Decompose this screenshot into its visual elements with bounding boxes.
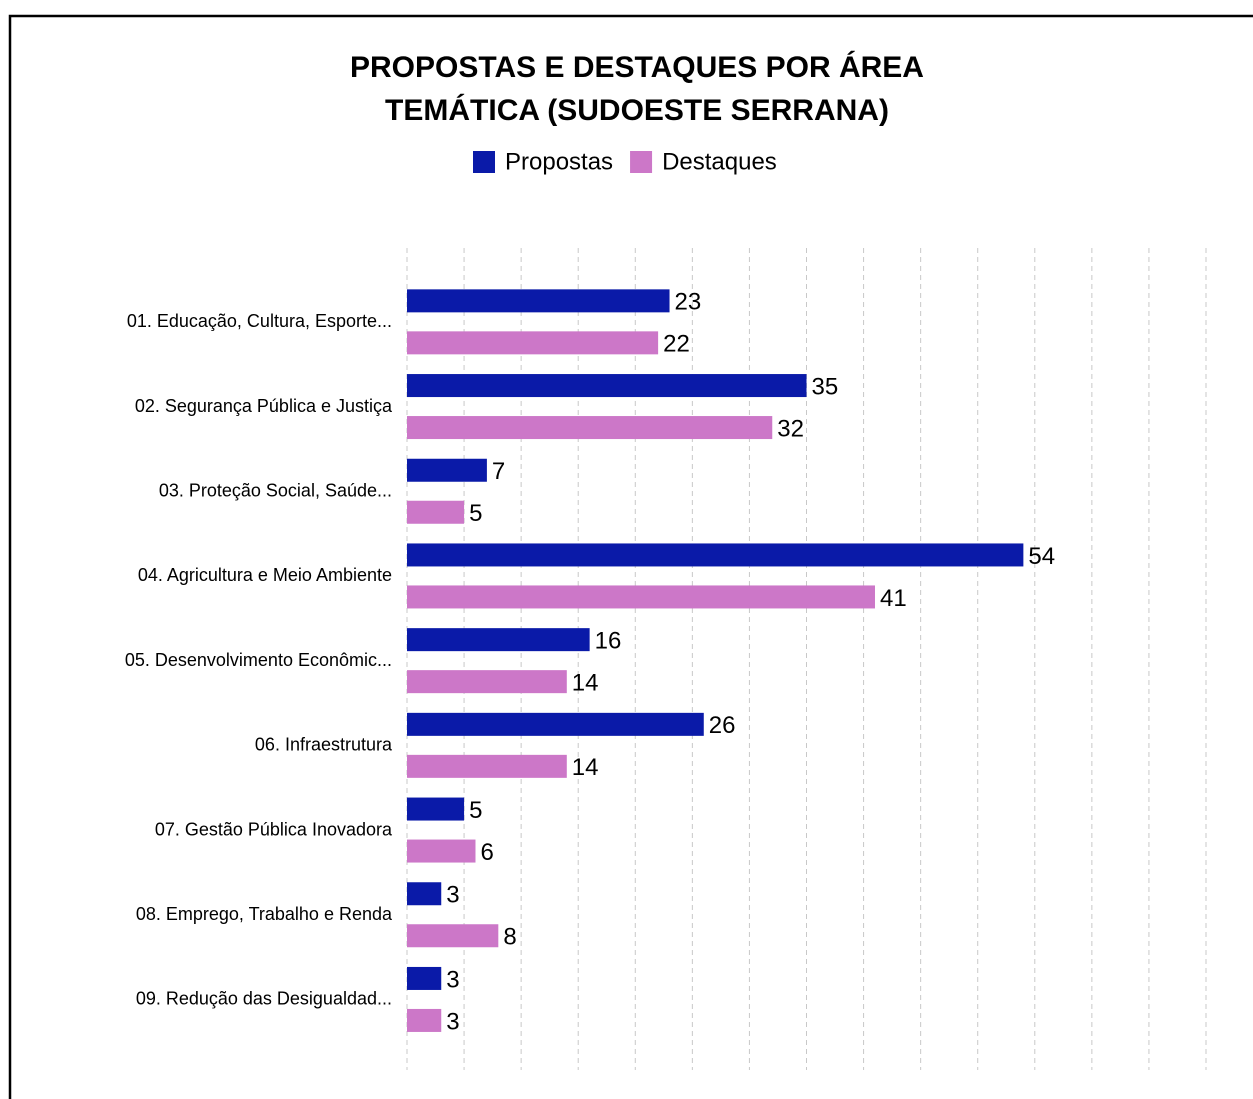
bar — [407, 839, 476, 863]
bar — [407, 754, 567, 778]
y-tick-label: 08. Emprego, Trabalho e Renda — [136, 904, 393, 924]
bar — [407, 416, 773, 440]
legend-label: Propostas — [505, 148, 613, 175]
data-label: 14 — [572, 669, 599, 696]
data-label: 6 — [480, 839, 493, 866]
y-tick-label: 05. Desenvolvimento Econômic... — [125, 650, 392, 670]
y-tick-label: 06. Infraestrutura — [255, 735, 393, 755]
bar — [407, 1008, 442, 1032]
bar — [407, 966, 442, 990]
data-label: 5 — [469, 797, 482, 824]
y-tick-label: 03. Proteção Social, Saúde... — [159, 481, 392, 501]
data-label: 54 — [1028, 543, 1055, 570]
data-label: 26 — [709, 712, 736, 739]
data-label: 35 — [812, 373, 839, 400]
data-label: 14 — [572, 754, 599, 781]
frame — [8, 14, 1253, 1099]
bar — [407, 797, 465, 821]
data-label: 3 — [446, 966, 459, 993]
data-label: 7 — [492, 458, 505, 485]
data-label: 5 — [469, 500, 482, 527]
chart-title: PROPOSTAS E DESTAQUES POR ÁREA TEMÁTICA … — [350, 51, 924, 127]
data-label: 22 — [663, 331, 690, 358]
y-tick-label: 09. Redução das Desigualdad... — [136, 989, 392, 1009]
bar — [407, 628, 590, 652]
y-tick-label: 01. Educação, Cultura, Esporte... — [127, 311, 392, 331]
legend-swatch — [473, 151, 495, 173]
legend-swatch — [630, 151, 653, 173]
data-label: 41 — [880, 585, 907, 612]
data-label: 16 — [595, 627, 622, 654]
bar — [407, 374, 807, 398]
y-tick-label: 04. Agricultura e Meio Ambiente — [138, 565, 392, 585]
bar — [407, 585, 875, 609]
bar — [407, 543, 1024, 567]
y-tick-label: 02. Segurança Pública e Justiça — [135, 396, 393, 416]
data-label: 3 — [446, 1008, 459, 1035]
bar — [407, 924, 499, 948]
bar — [407, 882, 442, 906]
bar — [407, 500, 465, 524]
bar — [407, 670, 567, 694]
y-tick-label: 07. Gestão Pública Inovadora — [155, 819, 393, 839]
bar — [407, 289, 670, 313]
bar — [407, 331, 659, 355]
data-label: 32 — [777, 415, 804, 442]
data-label: 23 — [675, 289, 702, 316]
bar — [407, 712, 704, 736]
legend-label: Destaques — [662, 148, 777, 175]
data-label: 8 — [503, 924, 516, 951]
bar — [407, 458, 487, 482]
data-label: 3 — [446, 882, 459, 909]
